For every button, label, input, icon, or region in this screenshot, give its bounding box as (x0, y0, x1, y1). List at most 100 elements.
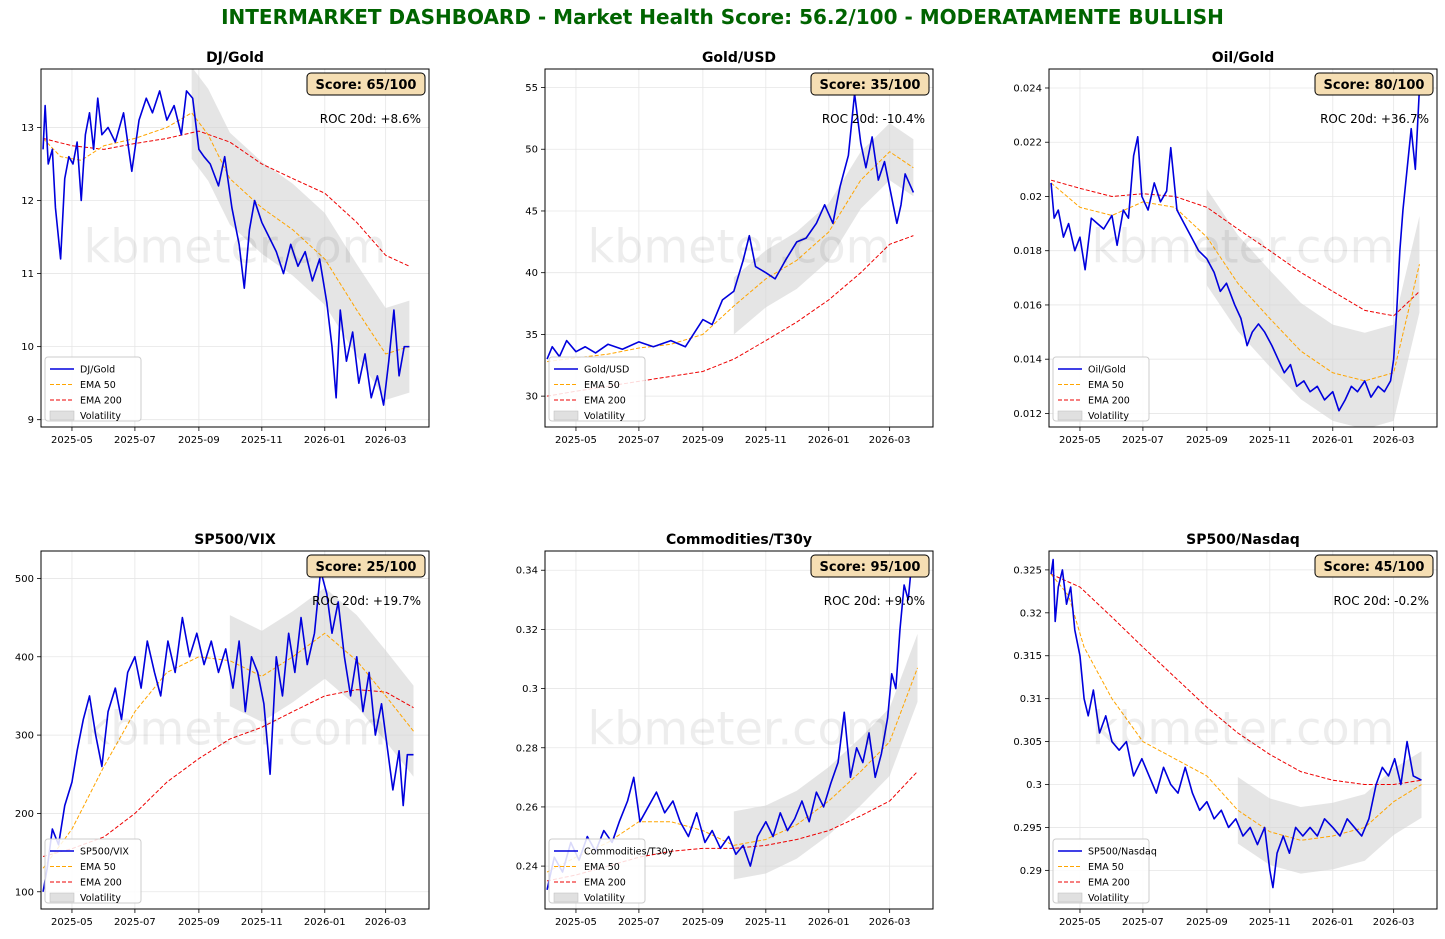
legend-swatch (553, 410, 579, 421)
y-tick-label: 100 (15, 887, 34, 898)
y-tick-label: 0.315 (1013, 651, 1042, 662)
panel-title: DJ/Gold (206, 50, 264, 66)
score-badge (1314, 72, 1434, 96)
volatility-band (733, 123, 914, 335)
legend-label: Volatility (584, 411, 625, 422)
x-tick-label: 2025-05 (51, 435, 93, 446)
x-tick-label: 2026-01 (1312, 917, 1354, 928)
y-tick-label: 50 (525, 145, 538, 156)
score-text: Score: 35/100 (820, 78, 921, 93)
legend: SP500/VIX EMA 50 EMA 200 Volatility (44, 838, 142, 904)
x-tick-label: 2026-03 (365, 917, 407, 928)
y-tick-label: 13 (21, 123, 34, 134)
score-text: Score: 45/100 (1324, 560, 1425, 575)
y-tick-label: 0.28 (516, 743, 538, 754)
legend-swatch (1057, 410, 1083, 421)
panel-3: kbmeter.com 2025-05 2025-07 2025-09 2025-11 2… (1013, 50, 1438, 446)
x-tick-label: 2025-11 (745, 917, 787, 928)
x-tick-label: 2025-09 (1186, 917, 1228, 928)
legend-box (1052, 838, 1150, 904)
plot-area (42, 69, 410, 406)
y-tick-label: 0.024 (1013, 83, 1042, 94)
score-text: Score: 80/100 (1324, 78, 1425, 93)
legend-box (548, 356, 646, 422)
y-tick-label: 200 (15, 809, 34, 820)
x-tick-label: 2025-07 (1122, 917, 1164, 928)
axes-frame (1048, 68, 1438, 428)
watermark: kbmeter.com (588, 701, 891, 755)
score-text: Score: 25/100 (316, 560, 417, 575)
legend-swatch (553, 892, 579, 903)
legend: Oil/Gold EMA 50 EMA 200 Volatility (1052, 356, 1150, 422)
ema200-line (1050, 573, 1422, 786)
roc-text: ROC 20d: -10.4% (822, 112, 925, 126)
y-tick-label: 40 (525, 268, 538, 279)
x-tick-label: 2025-05 (1059, 435, 1101, 446)
y-tick-label: 0.305 (1013, 737, 1042, 748)
x-tick-label: 2025-09 (1186, 435, 1228, 446)
x-tick-label: 2025-11 (241, 917, 283, 928)
x-tick-label: 2025-05 (555, 435, 597, 446)
y-tick-label: 35 (525, 330, 538, 341)
x-tick-label: 2026-01 (304, 917, 346, 928)
axes-frame (544, 550, 934, 910)
score-badge (306, 554, 426, 578)
x-tick-label: 2026-03 (365, 435, 407, 446)
panel-2: kbmeter.com 2025-05 2025-07 2025-09 2025-11 2… (525, 50, 934, 446)
y-tick-label: 0.32 (1020, 608, 1042, 619)
watermark: kbmeter.com (1092, 219, 1395, 273)
x-tick-label: 2026-03 (1373, 435, 1415, 446)
x-tick-label: 2025-07 (618, 435, 660, 446)
legend-label: EMA 200 (1088, 396, 1130, 407)
y-tick-label: 0.018 (1013, 246, 1042, 257)
legend-label: Commodities/T30y (584, 847, 674, 858)
volatility-band (733, 633, 918, 880)
legend-box (44, 838, 142, 904)
roc-text: ROC 20d: -0.2% (1333, 594, 1429, 608)
ema50-line (547, 151, 914, 363)
legend-label: Volatility (80, 411, 121, 422)
legend-label: DJ/Gold (80, 365, 115, 376)
x-tick-label: 2025-07 (618, 917, 660, 928)
legend: Commodities/T30y EMA 50 EMA 200 Volatility (548, 838, 674, 904)
panel-title: Oil/Gold (1212, 50, 1275, 66)
price-line (546, 92, 915, 360)
y-tick-label: 0.012 (1013, 409, 1042, 420)
y-tick-label: 0.014 (1013, 355, 1042, 366)
roc-text: ROC 20d: +9.0% (824, 594, 925, 608)
ema200-line (42, 130, 410, 267)
x-tick-label: 2025-11 (1249, 917, 1291, 928)
y-tick-label: 400 (15, 652, 34, 663)
price-line (42, 90, 410, 406)
x-tick-label: 2025-11 (1249, 435, 1291, 446)
legend-label: EMA 200 (80, 396, 122, 407)
roc-text: ROC 20d: +19.7% (312, 594, 421, 608)
y-tick-label: 0.3 (1026, 780, 1042, 791)
legend-label: EMA 50 (584, 380, 620, 391)
y-tick-label: 0.29 (1020, 866, 1042, 877)
legend: DJ/Gold EMA 50 EMA 200 Volatility (44, 356, 142, 422)
legend-swatch (49, 410, 75, 421)
x-tick-label: 2025-05 (51, 917, 93, 928)
volatility-band (1206, 188, 1420, 427)
legend-label: Oil/Gold (1088, 365, 1126, 376)
x-tick-label: 2025-05 (1059, 917, 1101, 928)
y-tick-label: 0.295 (1013, 823, 1042, 834)
watermark: kbmeter.com (84, 701, 387, 755)
legend: SP500/Nasdaq EMA 50 EMA 200 Volatility (1052, 838, 1157, 904)
watermark: kbmeter.com (84, 219, 387, 273)
x-tick-label: 2025-09 (178, 435, 220, 446)
x-tick-label: 2025-07 (114, 435, 156, 446)
ema50-line (1050, 182, 1420, 382)
x-tick-label: 2025-05 (555, 917, 597, 928)
axes-frame (40, 68, 430, 428)
roc-text: ROC 20d: +8.6% (320, 112, 421, 126)
legend-label: EMA 200 (584, 878, 626, 889)
legend-swatch (1057, 892, 1083, 903)
legend-swatch (49, 892, 75, 903)
score-badge (1314, 554, 1434, 578)
volatility-band (1237, 751, 1422, 874)
y-tick-label: 0.022 (1013, 138, 1042, 149)
panel-title: Commodities/T30y (666, 532, 812, 548)
y-tick-label: 0.32 (516, 625, 538, 636)
